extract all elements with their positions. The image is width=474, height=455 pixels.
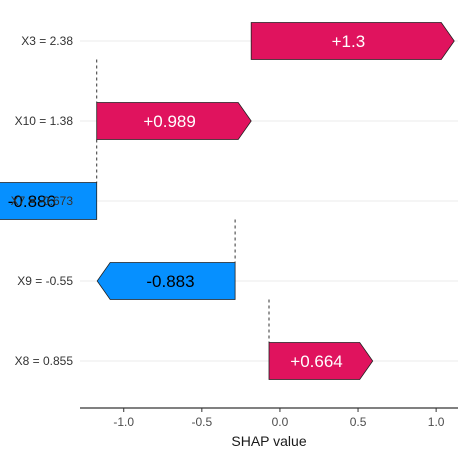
bars: +1.3 +0.989 -0.886 -0.883 +0.664 [0,22,455,380]
x-tick-label: 0.0 [272,415,289,429]
feature-label: X3 = 2.38 [21,34,73,48]
x-axis-title: SHAP value [231,433,306,449]
x-tick-label: 0.5 [350,415,367,429]
feature-labels: X3 = 2.38 X10 = 1.38 X7 = -0.673 X9 = -0.55… [11,34,74,368]
connectors [96,59,270,343]
feature-label: X9 = -0.55 [17,274,73,288]
shap-bar [268,342,374,380]
bar-value-label: +0.989 [143,112,195,131]
x-axis-ticks: -1.0 -0.5 0.0 0.5 1.0 [113,408,445,429]
feature-label: X7 = -0.673 [11,194,74,208]
shap-bar [0,182,98,220]
bar-value-label: +0.664 [290,352,342,371]
feature-label: X8 = 0.855 [15,354,74,368]
bar-value-label: -0.886 [8,192,56,211]
bar-value-label: -0.883 [146,272,194,291]
shap-bar [96,262,236,300]
x-tick-label: -1.0 [113,415,134,429]
bar-value-label: +1.3 [332,32,366,51]
x-tick-label: -0.5 [191,415,212,429]
feature-label: X10 = 1.38 [15,114,74,128]
shap-bar [96,102,252,140]
x-tick-label: 1.0 [428,415,445,429]
shap-bar [250,22,455,60]
